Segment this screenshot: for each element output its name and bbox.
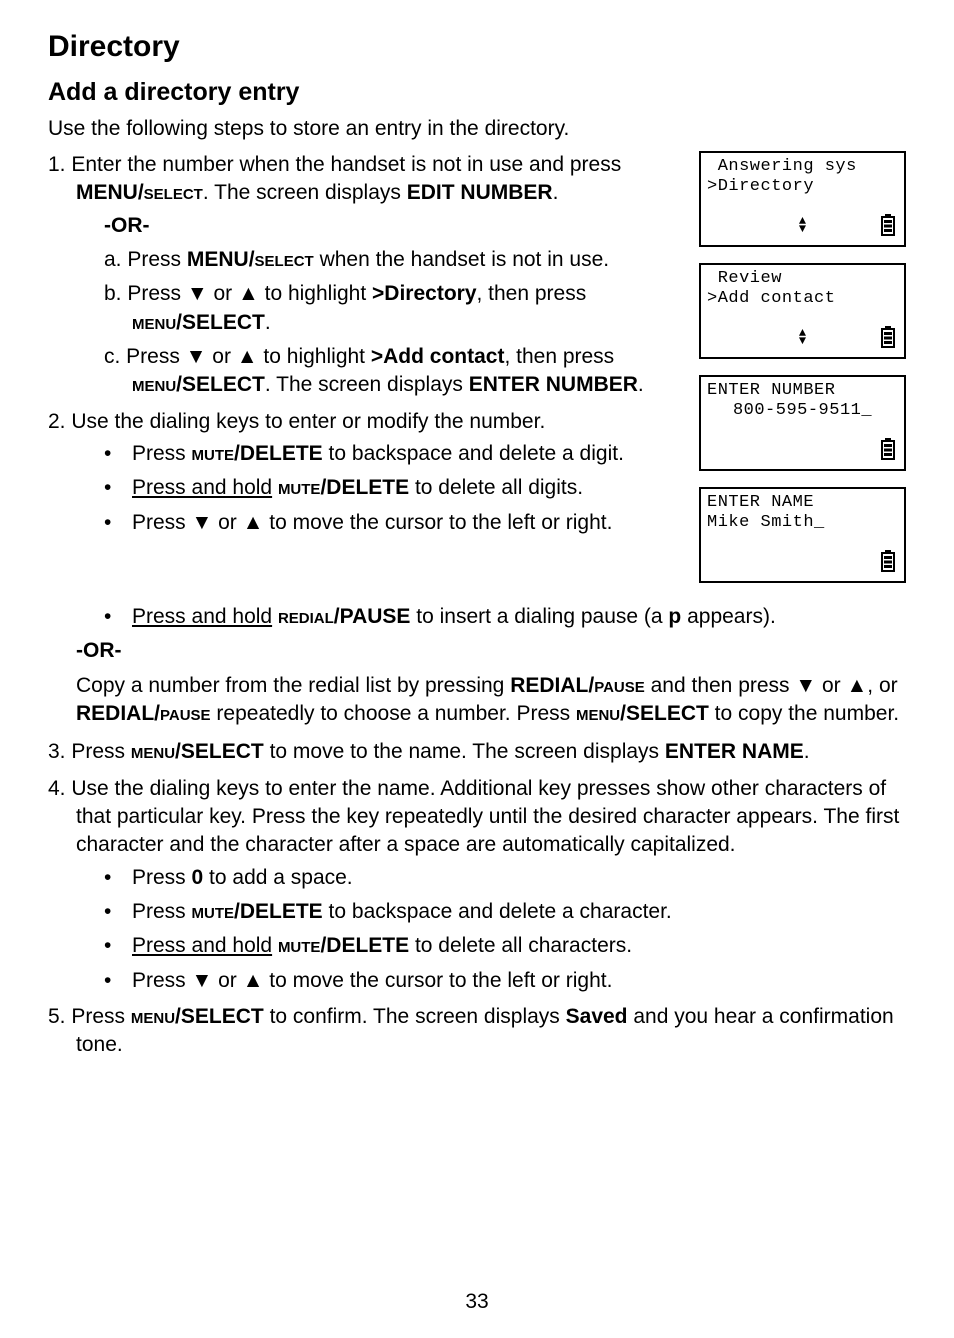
step-5: 5. Press menu/SELECT to confirm. The scr… (48, 1003, 906, 1060)
intro-text: Use the following steps to store an entr… (48, 117, 906, 141)
instructions-column: 1. Enter the number when the handset is … (48, 151, 683, 599)
battery-icon (880, 550, 896, 572)
or-divider: -OR- (76, 637, 906, 665)
nav-arrows-icon: ▲▼ (799, 217, 806, 234)
lcd-line: ENTER NAME (707, 493, 898, 513)
lcd-line: >Add contact (707, 289, 898, 309)
step-4-bullet-2: Press mute/DELETE to backspace and delet… (104, 898, 906, 926)
step-2-bullet-2: Press and hold mute/DELETE to delete all… (104, 474, 683, 502)
instructions-continued: Press and hold redial/PAUSE to insert a … (48, 603, 906, 1060)
page-title: Directory (48, 30, 906, 64)
step-2: 2. Use the dialing keys to enter or modi… (48, 408, 683, 537)
battery-icon (880, 214, 896, 236)
lcd-screen-directory: Answering sys >Directory ▲▼ (699, 151, 906, 247)
lcd-screen-add-contact: Review >Add contact ▲▼ (699, 263, 906, 359)
lcd-screen-enter-number: ENTER NUMBER 800-595-9511_ (699, 375, 906, 471)
step-2-bullet-4: Press and hold redial/PAUSE to insert a … (104, 603, 906, 631)
battery-icon (880, 326, 896, 348)
lcd-column: Answering sys >Directory ▲▼ Review >Add … (699, 151, 906, 599)
step-3: 3. Press menu/SELECT to move to the name… (48, 738, 906, 766)
lcd-line: 800-595-9511_ (707, 401, 898, 421)
step-4-bullet-3: Press and hold mute/DELETE to delete all… (104, 932, 906, 960)
lcd-line: Answering sys (707, 157, 898, 177)
step-1: 1. Enter the number when the handset is … (48, 151, 683, 400)
section-heading: Add a directory entry (48, 78, 906, 107)
battery-icon (880, 438, 896, 460)
step-2-bullet-3: Press ▼ or ▲ to move the cursor to the l… (104, 509, 683, 537)
nav-arrows-icon: ▲▼ (799, 329, 806, 346)
step-4-bullet-4: Press ▼ or ▲ to move the cursor to the l… (104, 967, 906, 995)
lcd-line: ENTER NUMBER (707, 381, 898, 401)
step-1c: c. Press ▼ or ▲ to highlight >Add contac… (104, 343, 683, 400)
step-1b: b. Press ▼ or ▲ to highlight >Directory,… (104, 280, 683, 337)
page-number: 33 (0, 1290, 954, 1314)
or-divider: -OR- (104, 212, 683, 240)
step-4: 4. Use the dialing keys to enter the nam… (48, 775, 906, 995)
lcd-line: >Directory (707, 177, 898, 197)
step-4-bullet-1: Press 0 to add a space. (104, 864, 906, 892)
lcd-screen-enter-name: ENTER NAME Mike Smith_ (699, 487, 906, 583)
step-2-bullet-1: Press mute/DELETE to backspace and delet… (104, 440, 683, 468)
lcd-line: Review (707, 269, 898, 289)
step-1a: a. Press MENU/select when the handset is… (104, 246, 683, 274)
copy-number-paragraph: Copy a number from the redial list by pr… (76, 672, 906, 729)
lcd-line: Mike Smith_ (707, 513, 898, 533)
